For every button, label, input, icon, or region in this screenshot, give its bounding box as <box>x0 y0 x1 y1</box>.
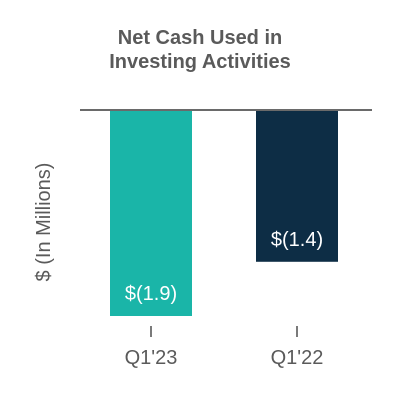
chart-title-line-1: Net Cash Used in <box>117 27 283 49</box>
bar-1 <box>256 110 338 262</box>
x-tick-label-1: Q1'22 <box>271 347 324 369</box>
chart-title-line-2: Investing Activities <box>109 51 291 73</box>
bar-0 <box>110 110 192 316</box>
bar-value-label-0: $(1.9) <box>125 283 177 305</box>
bars-layer: $(1.9) Q1'23 $(1.4) Q1'22 <box>110 110 338 369</box>
x-tick-label-0: Q1'23 <box>125 347 178 369</box>
bar-value-label-1: $(1.4) <box>271 229 323 251</box>
chart-title: Net Cash Used in Investing Activities <box>0 26 400 74</box>
y-axis-label: $ (In Millions) <box>33 163 55 282</box>
